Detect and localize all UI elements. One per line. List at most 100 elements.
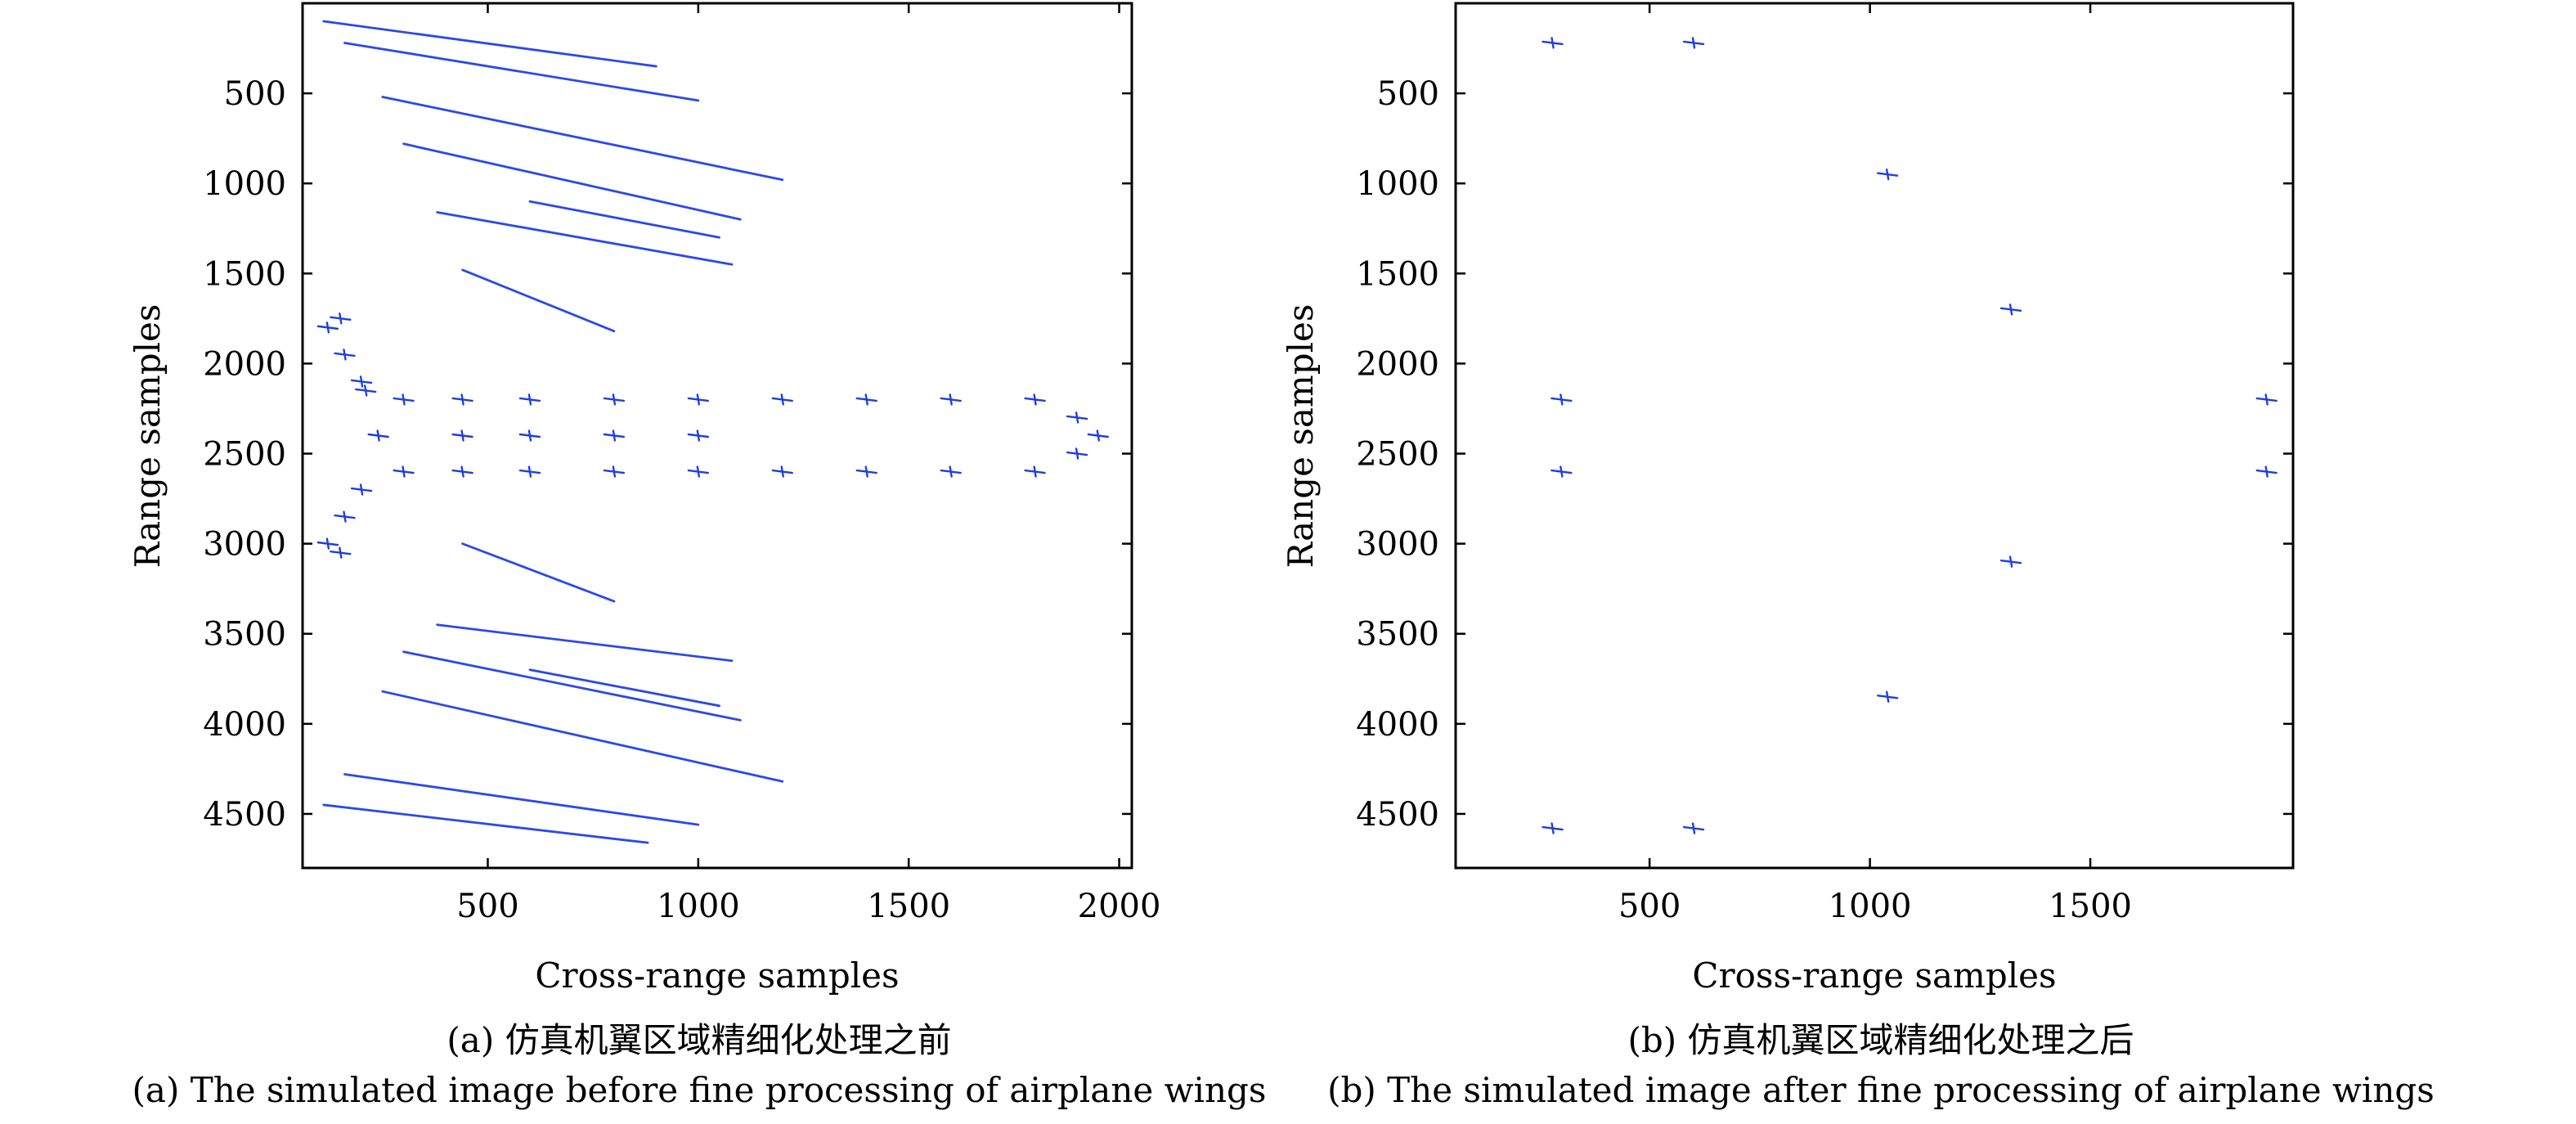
- wing-streak: [381, 96, 784, 182]
- panel-a-ticks: 500 1000 1500 2000 500 1000 1500 2000 2500 3000 35…: [203, 3, 1160, 925]
- scatterer-mark: [316, 321, 339, 334]
- scatterer-mark: [1087, 429, 1110, 442]
- scatterer-mark: [334, 510, 356, 523]
- scatterer-mark: [771, 465, 793, 478]
- scatterer-mark: [330, 546, 352, 559]
- panel-a-x-tick-label: 500: [456, 888, 518, 925]
- panel-a-y-tick-label: 1500: [203, 255, 286, 293]
- panel-b-x-tick-label: 1500: [2049, 888, 2132, 925]
- panel-a-y-tick-label: 3500: [203, 616, 286, 654]
- panel-b-marks: [1542, 37, 2278, 834]
- scatterer-mark: [1551, 465, 1573, 478]
- panel-b-y-tick-label: 500: [1377, 75, 1439, 113]
- scatterer-mark: [855, 393, 877, 406]
- panel-b: 500 1000 1500 500 1000 1500 2000 2500 3000 3500 40…: [1281, 2, 2435, 1110]
- scatterer-mark: [1876, 690, 1899, 704]
- panel-b-plot-frame: [1454, 2, 2295, 870]
- panel-b-x-axis-title: Cross-range samples: [1692, 955, 2056, 996]
- scatterer-mark: [1024, 393, 1046, 406]
- wing-streak: [461, 268, 616, 333]
- panel-a-y-axis-title: Range samples: [128, 304, 168, 569]
- panel-b-x-tick-label: 1000: [1829, 888, 1912, 925]
- scatterer-mark: [518, 393, 541, 406]
- wing-streak: [402, 650, 742, 722]
- scatterer-mark: [451, 429, 473, 442]
- panel-b-y-tick-label: 2000: [1356, 345, 1439, 383]
- scatterer-mark: [1682, 822, 1705, 834]
- panel-b-y-tick-label: 4500: [1356, 796, 1439, 834]
- wing-streak: [322, 803, 649, 844]
- scatterer-mark: [1999, 303, 2022, 316]
- panel-b-caption-en: (b) The simulated image after fine proce…: [1327, 1070, 2435, 1110]
- panel-b-x-tick-label: 500: [1618, 888, 1681, 925]
- scatterer-mark: [687, 429, 710, 442]
- panel-a-caption-en: (a) The simulated image before fine proc…: [132, 1070, 1267, 1110]
- wing-streak: [461, 542, 616, 603]
- scatterer-mark: [771, 393, 793, 406]
- wing-streak: [528, 668, 720, 708]
- scatterer-mark: [393, 465, 415, 478]
- scatterer-mark: [1066, 447, 1088, 460]
- scatterer-mark: [334, 348, 356, 361]
- wing-streak: [381, 690, 784, 783]
- panel-a-x-tick-label: 2000: [1078, 888, 1161, 925]
- scatterer-mark: [603, 465, 626, 478]
- scatterer-mark: [393, 393, 415, 406]
- scatterer-mark: [1542, 37, 1564, 49]
- scatterer-mark: [1542, 822, 1564, 834]
- panel-b-y-tick-label: 4000: [1356, 706, 1439, 744]
- scatterer-mark: [1876, 168, 1899, 181]
- panel-a-marks: [316, 20, 1110, 844]
- wing-streak: [322, 20, 657, 68]
- wing-streak: [402, 142, 742, 221]
- scatterer-mark: [2255, 465, 2278, 478]
- panel-a-y-tick-label: 1000: [203, 165, 286, 203]
- panel-a-caption-zh: (a) 仿真机翼区域精细化处理之前: [447, 1020, 951, 1060]
- scatterer-mark: [518, 465, 541, 478]
- panel-a-plot-frame: [301, 2, 1133, 870]
- panel-b-y-tick-label: 1000: [1356, 165, 1439, 203]
- panel-b-y-axis-title: Range samples: [1281, 304, 1321, 569]
- scatterer-mark: [603, 393, 626, 406]
- panel-a-x-tick-label: 1000: [657, 888, 740, 925]
- wing-streak: [436, 623, 734, 663]
- scatterer-mark: [1066, 411, 1088, 424]
- panel-b-y-tick-label: 3500: [1356, 616, 1439, 654]
- scatterer-mark: [940, 393, 962, 406]
- scatterer-mark: [687, 393, 710, 406]
- wing-streak: [528, 200, 720, 239]
- scatterer-mark: [2255, 393, 2278, 406]
- scatterer-mark: [451, 393, 473, 406]
- panel-b-y-tick-label: 1500: [1356, 255, 1439, 293]
- panel-a-x-axis-title: Cross-range samples: [535, 955, 899, 996]
- scatterer-mark: [1999, 555, 2022, 568]
- panel-a-y-tick-label: 2500: [203, 436, 286, 474]
- scatterer-mark: [451, 465, 473, 478]
- panel-b-ticks: 500 1000 1500 500 1000 1500 2000 2500 3000 3500 40…: [1356, 3, 2293, 925]
- scatterer-mark: [316, 537, 339, 550]
- scatterer-mark: [367, 429, 389, 442]
- panel-a-y-tick-label: 4500: [203, 796, 286, 834]
- panel-b-caption-zh: (b) 仿真机翼区域精细化处理之后: [1627, 1020, 2134, 1060]
- scatterer-mark: [1551, 393, 1573, 406]
- wing-streak: [436, 211, 734, 266]
- panel-a: 500 1000 1500 2000 500 1000 1500 2000 2500 3000 35…: [128, 2, 1267, 1110]
- scatterer-mark: [350, 375, 373, 388]
- panel-b-y-tick-label: 3000: [1356, 526, 1439, 564]
- scatterer-mark: [355, 384, 377, 397]
- scatterer-mark: [1024, 465, 1046, 478]
- scatterer-mark: [1682, 37, 1705, 49]
- panel-a-y-tick-label: 2000: [203, 345, 286, 383]
- scatterer-mark: [855, 465, 877, 478]
- panel-a-y-tick-label: 3000: [203, 526, 286, 564]
- wing-streak: [343, 42, 700, 102]
- scatterer-mark: [350, 483, 373, 496]
- scatterer-mark: [518, 429, 541, 442]
- scatterer-mark: [330, 312, 352, 325]
- scatterer-mark: [687, 465, 710, 478]
- panel-a-x-tick-label: 1500: [867, 888, 950, 925]
- panel-a-y-tick-label: 4000: [203, 706, 286, 744]
- scatterer-mark: [603, 429, 626, 442]
- panel-a-y-tick-label: 500: [224, 75, 286, 113]
